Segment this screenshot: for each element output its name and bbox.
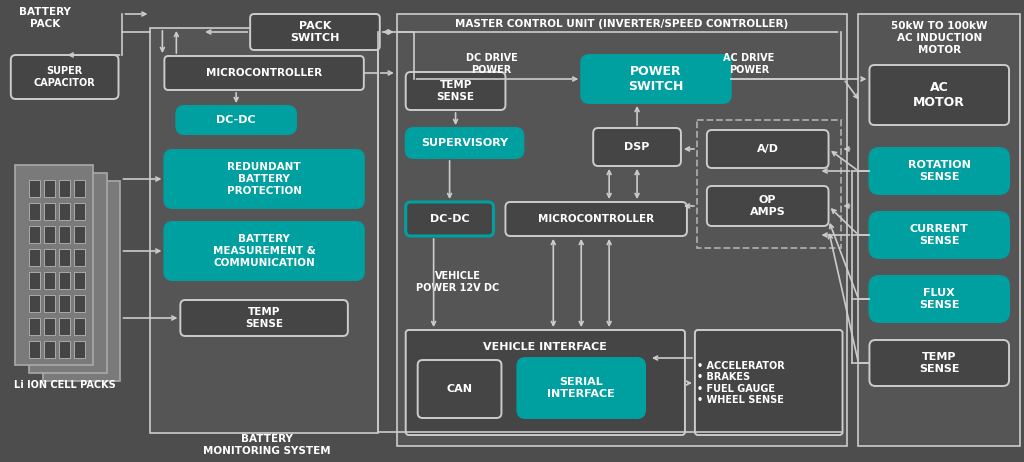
Text: REDUNDANT
BATTERY
PROTECTION: REDUNDANT BATTERY PROTECTION [226,163,302,195]
FancyBboxPatch shape [250,14,380,50]
Text: DC-DC: DC-DC [430,214,469,224]
Bar [58,295,70,312]
Bar [74,272,85,289]
Bar [29,173,106,373]
Bar [29,180,40,197]
Text: TEMP
SENSE: TEMP SENSE [919,352,959,374]
FancyBboxPatch shape [593,128,681,166]
FancyBboxPatch shape [707,186,828,226]
Bar [29,295,40,312]
Bar [58,272,70,289]
FancyBboxPatch shape [180,300,348,336]
Text: MICROCONTROLLER: MICROCONTROLLER [539,214,654,224]
Text: SERIAL
INTERFACE: SERIAL INTERFACE [548,377,615,399]
Bar [44,226,54,243]
Bar [44,180,54,197]
Bar [44,341,54,358]
Bar [58,180,70,197]
Text: BATTERY
MONITORING SYSTEM: BATTERY MONITORING SYSTEM [204,434,331,456]
FancyBboxPatch shape [869,65,1009,125]
FancyBboxPatch shape [11,55,119,99]
Text: PACK
SWITCH: PACK SWITCH [290,21,340,43]
Bar [697,120,841,248]
Text: SUPER
CAPACITOR: SUPER CAPACITOR [34,66,95,88]
FancyBboxPatch shape [165,222,364,280]
Bar [74,341,85,358]
Bar [29,203,40,220]
FancyBboxPatch shape [695,330,843,435]
Text: VEHICLE
POWER 12V DC: VEHICLE POWER 12V DC [416,271,499,293]
Bar [396,14,848,446]
Text: FLUX
SENSE: FLUX SENSE [919,288,959,310]
Bar [74,203,85,220]
FancyBboxPatch shape [165,150,364,208]
Bar [14,165,92,365]
Bar [58,226,70,243]
FancyBboxPatch shape [869,276,1009,322]
FancyBboxPatch shape [506,202,687,236]
Text: Li ION CELL PACKS: Li ION CELL PACKS [13,380,116,390]
FancyBboxPatch shape [406,202,494,236]
Bar [58,318,70,335]
Bar [29,249,40,266]
FancyBboxPatch shape [418,360,502,418]
Text: MICROCONTROLLER: MICROCONTROLLER [206,68,323,78]
FancyBboxPatch shape [582,55,731,103]
Bar [74,226,85,243]
Text: CAN: CAN [446,384,472,394]
Bar [44,203,54,220]
Bar [29,341,40,358]
FancyBboxPatch shape [406,330,685,435]
Text: OP
AMPS: OP AMPS [750,195,785,217]
Text: SUPERVISORY: SUPERVISORY [421,138,508,148]
Text: AC DRIVE
POWER: AC DRIVE POWER [723,53,774,75]
Bar [29,226,40,243]
Text: TEMP
SENSE: TEMP SENSE [245,307,283,329]
FancyBboxPatch shape [165,56,364,90]
Text: DC DRIVE
POWER: DC DRIVE POWER [466,53,517,75]
Bar [44,249,54,266]
Text: • ACCELERATOR
• BRAKES
• FUEL GAUGE
• WHEEL SENSE: • ACCELERATOR • BRAKES • FUEL GAUGE • WH… [697,361,784,405]
Bar [29,318,40,335]
Text: DC-DC: DC-DC [216,115,256,125]
FancyBboxPatch shape [869,340,1009,386]
Bar [58,249,70,266]
FancyBboxPatch shape [707,130,828,168]
Bar [44,318,54,335]
Bar [58,203,70,220]
Text: BATTERY
PACK: BATTERY PACK [18,7,71,29]
Bar [74,249,85,266]
Text: CURRENT
SENSE: CURRENT SENSE [910,224,969,246]
FancyBboxPatch shape [406,128,523,158]
Text: MASTER CONTROL UNIT (INVERTER/SPEED CONTROLLER): MASTER CONTROL UNIT (INVERTER/SPEED CONT… [456,19,788,29]
Bar [74,180,85,197]
Bar [44,295,54,312]
Text: AC
MOTOR: AC MOTOR [913,81,966,109]
FancyBboxPatch shape [517,358,645,418]
Bar [74,295,85,312]
FancyBboxPatch shape [869,148,1009,194]
FancyBboxPatch shape [406,72,506,110]
Text: 50kW TO 100kW
AC INDUCTION
MOTOR: 50kW TO 100kW AC INDUCTION MOTOR [891,21,987,55]
Bar [151,28,378,433]
Bar [43,181,121,381]
FancyBboxPatch shape [869,212,1009,258]
Bar [58,341,70,358]
Bar [29,272,40,289]
Text: BATTERY
MEASUREMENT &
COMMUNICATION: BATTERY MEASUREMENT & COMMUNICATION [213,234,315,267]
Text: ROTATION
SENSE: ROTATION SENSE [908,160,971,182]
Text: DSP: DSP [625,142,650,152]
Bar [44,272,54,289]
Bar [858,14,1020,446]
FancyBboxPatch shape [176,106,296,134]
Text: TEMP
SENSE: TEMP SENSE [436,80,474,102]
Text: A/D: A/D [757,144,778,154]
Text: VEHICLE INTERFACE: VEHICLE INTERFACE [483,342,607,352]
Bar [74,318,85,335]
Text: POWER
SWITCH: POWER SWITCH [629,65,684,93]
